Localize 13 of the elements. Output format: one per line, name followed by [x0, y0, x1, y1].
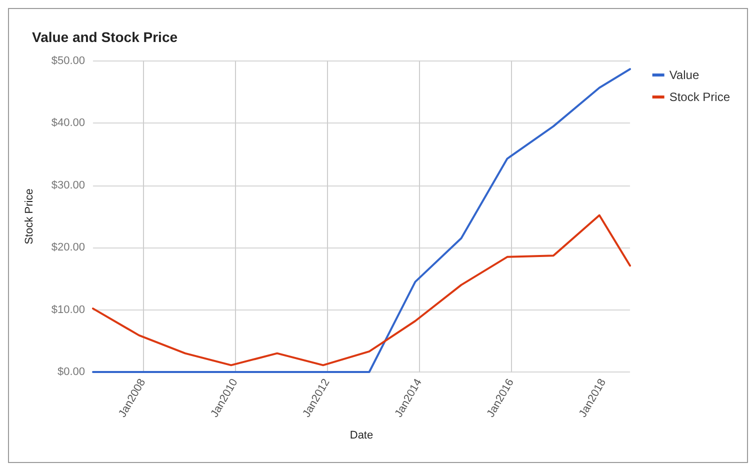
chart-title: Value and Stock Price [32, 29, 178, 45]
legend-label: Stock Price [669, 90, 730, 104]
x-axis-title: Date [350, 430, 374, 442]
line-series [92, 214, 631, 366]
legend-label: Value [669, 68, 700, 82]
line-series [92, 68, 631, 373]
y-tick-label: $30.00 [51, 179, 85, 192]
y-tick-label: $50.00 [51, 55, 85, 67]
y-tick-label: $40.00 [51, 117, 85, 130]
y-tick-label: $20.00 [51, 242, 85, 254]
y-axis-title: Stock Price [24, 188, 36, 244]
y-tick-label: $10.00 [51, 304, 85, 316]
y-tick-label: $0.00 [57, 366, 85, 378]
